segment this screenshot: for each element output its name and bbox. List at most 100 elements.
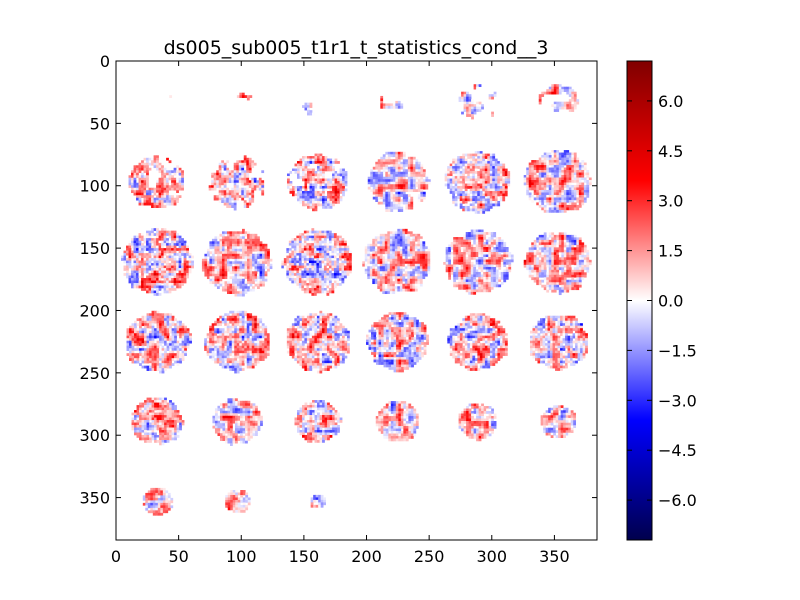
voxel (488, 242, 492, 245)
voxel (264, 251, 268, 255)
voxel (158, 197, 162, 201)
voxel (389, 241, 393, 245)
voxel (242, 293, 245, 297)
voxel (419, 248, 423, 252)
voxel (343, 253, 347, 256)
voxel (447, 183, 450, 187)
voxel (252, 271, 255, 275)
voxel (296, 275, 300, 279)
voxel (526, 167, 530, 171)
voxel (417, 266, 421, 270)
voxel (392, 231, 396, 235)
voxel (449, 178, 453, 182)
voxel (548, 182, 552, 186)
voxel (392, 251, 396, 255)
voxel (576, 182, 580, 186)
voxel (372, 268, 376, 272)
voxel (341, 260, 345, 264)
voxel (464, 153, 468, 157)
voxel (209, 278, 213, 282)
voxel (487, 161, 491, 164)
voxel (369, 273, 373, 277)
voxel (148, 290, 152, 294)
voxel (214, 246, 218, 250)
voxel (141, 280, 144, 284)
voxel (464, 163, 468, 167)
voxel (395, 186, 399, 190)
voxel (146, 243, 149, 246)
voxel (568, 91, 572, 95)
voxel (495, 259, 499, 263)
voxel (566, 197, 570, 201)
voxel (291, 190, 295, 194)
voxel (301, 245, 305, 249)
voxel (453, 276, 457, 280)
voxel (492, 193, 496, 197)
voxel (209, 246, 213, 250)
voxel (153, 233, 157, 236)
voxel (573, 101, 577, 105)
voxel (208, 185, 212, 189)
voxel (503, 271, 507, 275)
voxel (568, 165, 572, 168)
voxel (233, 207, 237, 211)
voxel (188, 260, 192, 264)
voxel (338, 283, 342, 286)
voxel (387, 161, 391, 165)
voxel (387, 209, 391, 212)
voxel (257, 243, 260, 247)
voxel (526, 170, 530, 173)
voxel (138, 197, 142, 201)
voxel (158, 253, 162, 256)
voxel (551, 157, 555, 161)
voxel (561, 86, 565, 90)
voxel (558, 106, 562, 110)
voxel (297, 193, 300, 197)
voxel (581, 167, 585, 171)
voxel (237, 271, 240, 275)
voxel (286, 250, 290, 254)
voxel (387, 286, 391, 290)
voxel (158, 285, 162, 289)
voxel (332, 181, 335, 184)
voxel (188, 253, 192, 256)
voxel (479, 153, 483, 157)
voxel (495, 244, 499, 248)
voxel (369, 258, 373, 262)
voxel (384, 236, 388, 240)
voxel (412, 164, 416, 168)
voxel (573, 157, 577, 161)
voxel (397, 231, 401, 235)
voxel (489, 193, 493, 197)
voxel (126, 248, 129, 251)
voxel (382, 291, 386, 295)
voxel (128, 260, 132, 264)
voxel (494, 201, 498, 204)
voxel (168, 160, 172, 164)
voxel (176, 275, 179, 279)
voxel (588, 177, 592, 181)
voxel (158, 293, 162, 296)
voxel (571, 175, 575, 178)
voxel (382, 169, 386, 173)
voxel (214, 236, 218, 240)
voxel (262, 268, 265, 272)
voxel (489, 171, 493, 174)
voxel (288, 273, 292, 276)
voxel (288, 258, 292, 261)
voxel (316, 265, 320, 269)
voxel (478, 276, 482, 280)
voxel (237, 246, 240, 250)
voxel (138, 175, 142, 179)
voxel (377, 261, 381, 265)
voxel (380, 181, 384, 185)
voxel (133, 280, 137, 284)
voxel (419, 266, 423, 270)
voxel (168, 275, 172, 279)
voxel (176, 233, 179, 236)
voxel (146, 167, 149, 171)
voxel (427, 253, 431, 257)
voxel (407, 184, 411, 188)
voxel (472, 178, 476, 182)
voxel (319, 181, 323, 184)
